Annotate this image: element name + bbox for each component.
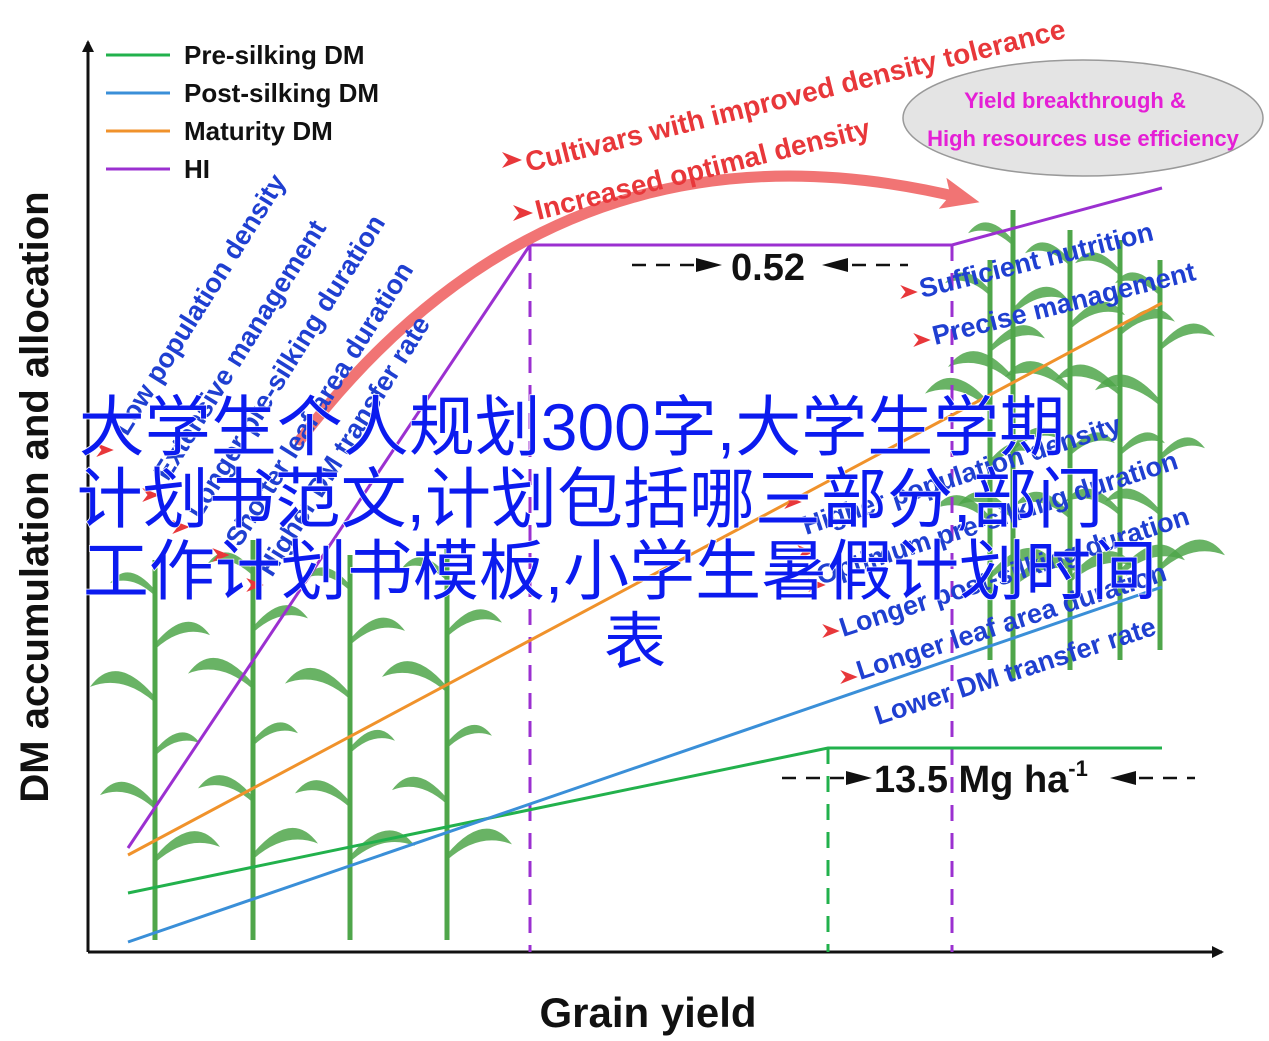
corn-leaf [402, 557, 447, 581]
corn-leaf [100, 781, 155, 810]
corn-leaf [958, 491, 1013, 520]
corn-leaf [990, 442, 1035, 466]
corn-leaf [382, 661, 447, 693]
legend-label-post-silking: Post-silking DM [184, 78, 379, 108]
bullet-icon [502, 152, 522, 168]
corn-leaf [155, 831, 220, 863]
watermark-line-2: 计划书范文,计划包括哪三部分,部门 [77, 462, 1104, 536]
legend-label-pre-silking: Pre-silking DM [184, 40, 365, 70]
corn-leaf [1070, 301, 1125, 330]
series-post-silking-dm [127, 585, 1163, 944]
corn-leaf [1160, 539, 1225, 571]
corn-leaf [350, 729, 395, 754]
series-hi [126, 186, 1163, 849]
corn-leaf [1025, 242, 1070, 266]
yield-value: 13.5 Mg ha-1 [874, 756, 1088, 801]
corn-leaf [295, 780, 350, 808]
corn-plants-illustration [90, 210, 1225, 940]
bullet-icon [822, 624, 840, 638]
corn-leaf [1095, 374, 1160, 406]
corn-leaf [968, 222, 1013, 246]
series-maturity-dm [127, 301, 1163, 857]
bullet-icon [840, 670, 858, 684]
corn-leaf [1070, 432, 1115, 456]
bullet-icon [900, 285, 918, 299]
corn-leaf [253, 722, 298, 746]
x-axis-label: Grain yield [539, 989, 756, 1036]
corn-leaf [990, 325, 1045, 353]
legend-label-maturity: Maturity DM [184, 116, 333, 146]
corn-leaf [155, 732, 200, 756]
legend-label-hi: HI [184, 154, 210, 184]
corn-leaf [350, 617, 405, 646]
corn-leaf [1065, 488, 1120, 516]
hi-value: 0.52 [731, 247, 805, 289]
corn-leaf [110, 572, 155, 596]
corn-leaf [1075, 252, 1120, 276]
corn-leaf [1013, 286, 1068, 315]
legend: Pre-silking DM Post-silking DM Maturity … [106, 40, 379, 184]
corn-leaf [935, 495, 990, 523]
corn-leaf [1105, 488, 1160, 516]
series-pre-silking-dm [127, 746, 1162, 895]
corn-leaf [392, 776, 447, 805]
watermark-line-1: 大学生个人规划300字,大学生学期 [79, 390, 1065, 464]
corn-leaf [1120, 544, 1185, 576]
right-factors-top: Sufficient nutrition Precise management [900, 217, 1199, 351]
corn-leaf [447, 828, 512, 861]
corn-leaf [1015, 491, 1070, 520]
yield-breakthrough-ellipse: Yield breakthrough & High resources use … [902, 59, 1264, 177]
hi-value-annotation: 0.52 [632, 247, 908, 289]
corn-leaf [447, 609, 502, 637]
bullet-icon [513, 205, 533, 221]
corn-leaf [1160, 437, 1205, 461]
y-axis-label: DM accumulation and allocation [13, 191, 57, 802]
corn-leaf [948, 351, 1013, 383]
yield-value-annotation: 13.5 Mg ha-1 [782, 756, 1195, 801]
corn-leaf [945, 272, 990, 296]
corn-leaf [1120, 432, 1165, 456]
corn-leaf [253, 605, 308, 633]
watermark-line-4: 表 [604, 608, 666, 677]
corn-leaf [198, 775, 253, 803]
corn-leaf [188, 657, 253, 690]
watermark-title: 大学生个人规划300字,大学生学期 计划书范文,计划包括哪三部分,部门 工作计划… [76, 389, 1158, 678]
improvement-arrow [294, 170, 980, 446]
corn-leaf [253, 827, 318, 860]
corn-leaf [1055, 364, 1120, 396]
corn-leaf [990, 547, 1055, 580]
corn-leaf [1115, 272, 1160, 296]
bullet-icon [913, 333, 931, 347]
corn-leaf [90, 671, 155, 703]
ellipse-text-1: Yield breakthrough & [964, 88, 1186, 113]
corn-leaf [925, 377, 990, 410]
corn-leaf [285, 667, 350, 700]
corn-leaf [1160, 323, 1215, 351]
corn-leaf [1005, 361, 1070, 393]
corn-leaf [447, 724, 492, 749]
corn-leaf [155, 621, 210, 650]
corn-leaf [1013, 556, 1078, 588]
ellipse-text-2: High resources use efficiency [927, 126, 1240, 151]
corn-leaf [1013, 427, 1058, 451]
watermark-line-3: 工作计划书模板,小学生暑假计划时间 [83, 534, 1157, 608]
corn-leaf [305, 567, 350, 591]
